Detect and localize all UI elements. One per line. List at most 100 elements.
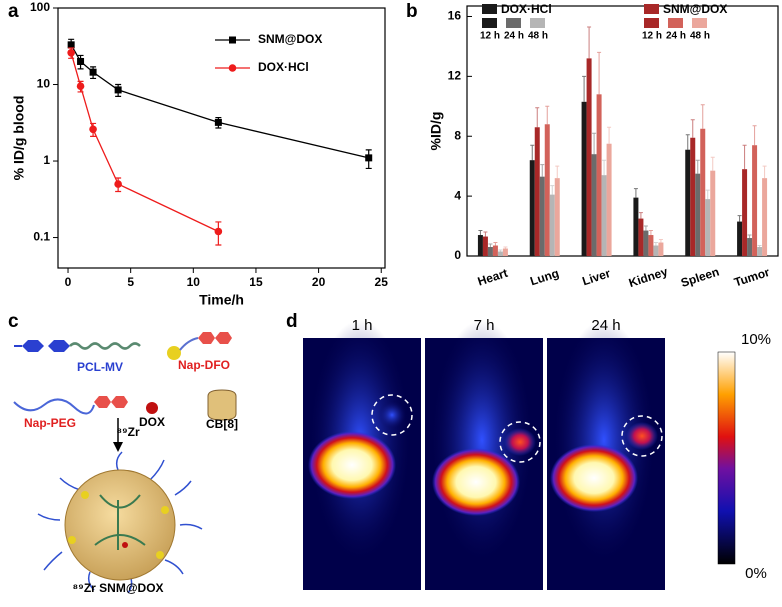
y-tick-label: 16	[448, 9, 462, 23]
bar	[586, 58, 592, 257]
panel-label: b	[406, 1, 418, 22]
y-tick-label: 0	[454, 248, 461, 262]
time-label: 1 h	[352, 317, 373, 334]
time-label: 24 h	[591, 317, 620, 334]
error-bar	[602, 159, 607, 176]
legend-label: 12 h	[642, 31, 662, 42]
error-bar	[587, 26, 592, 59]
bar	[752, 145, 758, 256]
x-tick-label: Tumor	[732, 265, 771, 290]
bar	[549, 194, 555, 256]
pet-liver	[550, 444, 638, 512]
legend-swatch	[644, 18, 659, 28]
error-bar	[550, 185, 555, 195]
data-point	[67, 41, 75, 49]
data-point	[89, 125, 97, 134]
legend-label: 48 h	[690, 31, 710, 42]
bar	[596, 94, 602, 256]
error-bar	[535, 107, 540, 128]
x-tick-label: 0	[65, 275, 72, 289]
legend-swatch	[530, 18, 545, 28]
x-tick-label: Kidney	[627, 264, 670, 290]
schematic-label: PCL-MV	[77, 360, 123, 374]
y-tick-label: 8	[454, 128, 461, 142]
bar	[502, 248, 508, 256]
schematic-label: ⁸⁹Zr	[116, 425, 140, 439]
chain	[69, 342, 141, 350]
error-bar	[700, 104, 705, 129]
y-tick-label: 10	[37, 77, 51, 91]
legend-group-label: DOX·HCl	[501, 2, 552, 16]
bar	[762, 178, 768, 256]
pet-tumor	[626, 422, 658, 450]
sphere	[167, 346, 181, 360]
bar	[705, 199, 711, 256]
error-bar	[737, 215, 742, 222]
hexagon	[22, 340, 44, 352]
tumor-circle	[621, 415, 663, 457]
bar	[690, 137, 696, 256]
time-label: 7 h	[474, 317, 495, 334]
error-bar	[478, 230, 483, 236]
x-tick-label: 20	[312, 275, 326, 289]
schematic	[13, 332, 237, 594]
error-bar	[555, 165, 560, 179]
data-point	[214, 227, 223, 236]
data-point	[77, 57, 85, 65]
y-axis-label: % ID/g blood	[11, 96, 27, 181]
arrow-head	[113, 442, 123, 452]
x-tick-label: Lung	[528, 266, 560, 288]
bar	[685, 149, 691, 256]
plot-frame	[57, 7, 386, 269]
error-bar	[762, 165, 767, 179]
sphere	[161, 506, 169, 514]
error-bar	[685, 134, 690, 150]
error-bar	[742, 144, 747, 170]
sphere	[122, 542, 128, 548]
error-bar	[710, 156, 715, 171]
legend-label: 24 h	[666, 31, 686, 42]
bar	[487, 247, 493, 256]
tumor-circle	[371, 394, 413, 436]
error-bar	[658, 239, 663, 243]
y-tick-label: 100	[30, 0, 50, 14]
color-bar	[717, 351, 736, 565]
x-tick-label: Spleen	[679, 264, 721, 289]
error-bar	[488, 243, 493, 248]
x-tick-label: 25	[375, 275, 389, 289]
x-tick-label: Liver	[581, 266, 613, 288]
bar	[554, 178, 560, 256]
chain	[13, 398, 95, 415]
pet-labels: 1 h 7 h 24 h 10% 0%	[352, 317, 771, 582]
hexagon	[94, 396, 111, 408]
panel-label: a	[8, 1, 19, 22]
x-tick-label: 15	[249, 275, 263, 289]
legend-label: 24 h	[504, 31, 524, 42]
data-point	[67, 48, 75, 57]
bar	[534, 127, 540, 257]
error-bar	[530, 144, 535, 161]
bar	[581, 101, 587, 256]
bar	[482, 236, 488, 256]
schematic-label: DOX	[139, 415, 165, 429]
nanoparticle-core	[64, 469, 176, 581]
error-bar	[690, 119, 695, 138]
sphere	[68, 536, 76, 544]
pet-image	[425, 320, 543, 590]
bar	[591, 154, 597, 256]
y-tick-label: 1	[43, 153, 50, 167]
error-bar	[582, 75, 587, 102]
nanoparticle	[37, 451, 203, 594]
legend-swatch	[482, 18, 497, 28]
error-bar	[643, 225, 648, 231]
legend-group-label: SNM@DOX	[663, 2, 727, 16]
pet-tumor	[504, 428, 536, 456]
core-chains	[94, 494, 146, 550]
pet-tumor	[378, 401, 406, 429]
hexagon	[198, 332, 215, 344]
panel-label: d	[286, 311, 298, 332]
bar	[539, 176, 545, 256]
error-bar	[498, 249, 503, 252]
bar	[757, 247, 763, 256]
